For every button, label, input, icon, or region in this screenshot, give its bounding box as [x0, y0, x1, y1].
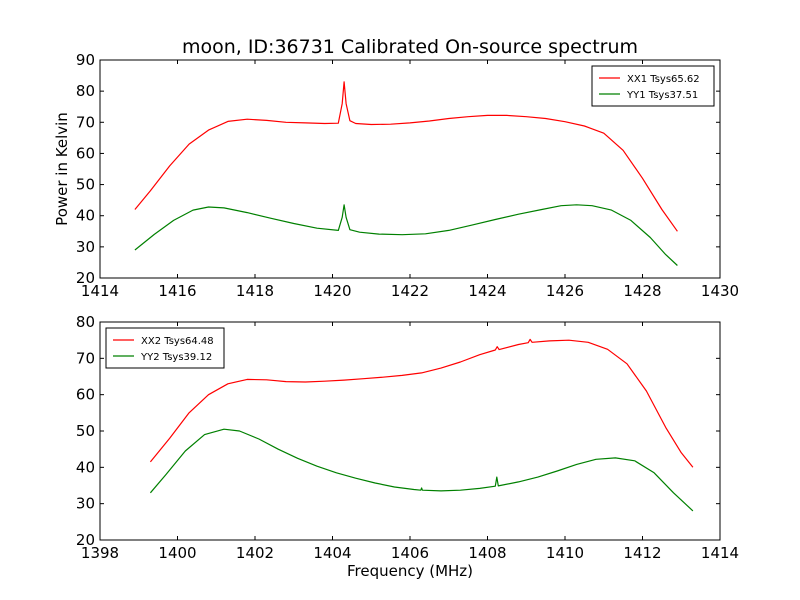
x-tick-label: 1410 — [546, 544, 584, 562]
series-line-2-2 — [149, 428, 694, 512]
x-tick-label: 1404 — [313, 544, 351, 562]
y-tick-label: 20 — [76, 269, 95, 287]
x-tick-label: 1428 — [623, 282, 661, 300]
legend: XX1 Tsys65.62 YY1 Tsys37.51 — [591, 65, 715, 107]
y-tick-label: 70 — [76, 113, 95, 131]
x-tick-label: 1406 — [391, 544, 429, 562]
legend-label: YY1 Tsys37.51 — [626, 90, 698, 101]
y-tick-label: 60 — [76, 386, 95, 404]
x-tick-label: 1400 — [158, 544, 196, 562]
x-tick-label: 1414 — [701, 544, 739, 562]
y-tick-label: 30 — [76, 238, 95, 256]
subplot-1: 1414 1416 1418 1420 1422 1424 1426 1428 1430 20 30… — [53, 51, 739, 300]
x-tick-label: 1422 — [391, 282, 429, 300]
y-tick-label: 50 — [76, 422, 95, 440]
legend-box — [591, 65, 715, 107]
x-tick-label: 1424 — [468, 282, 506, 300]
x-tick-label: 1398 — [81, 544, 119, 562]
y-tick-label: 20 — [76, 531, 95, 549]
x-axis-label: Frequency (MHz) — [347, 562, 473, 580]
y-tick-label: 90 — [76, 51, 95, 69]
x-tick-label: 1430 — [701, 282, 739, 300]
x-tick-label: 1420 — [313, 282, 351, 300]
series-line-1-1 — [134, 81, 678, 232]
y-tick-label: 60 — [76, 144, 95, 162]
x-tick-label: 1416 — [158, 282, 196, 300]
y-tick-label: 30 — [76, 495, 95, 513]
x-tick-label: 1412 — [623, 544, 661, 562]
legend-label: XX1 Tsys65.62 — [627, 74, 700, 85]
x-tick-label: 1414 — [81, 282, 119, 300]
legend: XX2 Tsys64.48 YY2 Tsys39.12 — [105, 327, 225, 369]
plots-container: 1414 1416 1418 1420 1422 1424 1426 1428 1430 20 30… — [53, 51, 739, 580]
subplot-2: 1398 1400 1402 1404 1406 1408 1410 1412 1414 20 30… — [76, 313, 739, 580]
legend-label: YY2 Tsys39.12 — [140, 352, 212, 363]
x-tick-label: 1426 — [546, 282, 584, 300]
y-tick-label: 40 — [76, 458, 95, 476]
y-tick-label: 80 — [76, 82, 95, 100]
legend-box — [105, 327, 225, 369]
x-tick-label: 1408 — [468, 544, 506, 562]
y-tick-label: 40 — [76, 207, 95, 225]
y-tick-label: 80 — [76, 313, 95, 331]
figure-title: moon, ID:36731 Calibrated On-source spec… — [182, 36, 638, 58]
legend-label: XX2 Tsys64.48 — [141, 336, 214, 347]
x-tick-label: 1418 — [236, 282, 274, 300]
series-line-2-1 — [149, 338, 694, 468]
series-line-1-2 — [134, 204, 678, 266]
x-tick-label: 1402 — [236, 544, 274, 562]
y-tick-label: 50 — [76, 176, 95, 194]
y-tick-label: 70 — [76, 349, 95, 367]
y-axis-label: Power in Kelvin — [53, 112, 71, 226]
